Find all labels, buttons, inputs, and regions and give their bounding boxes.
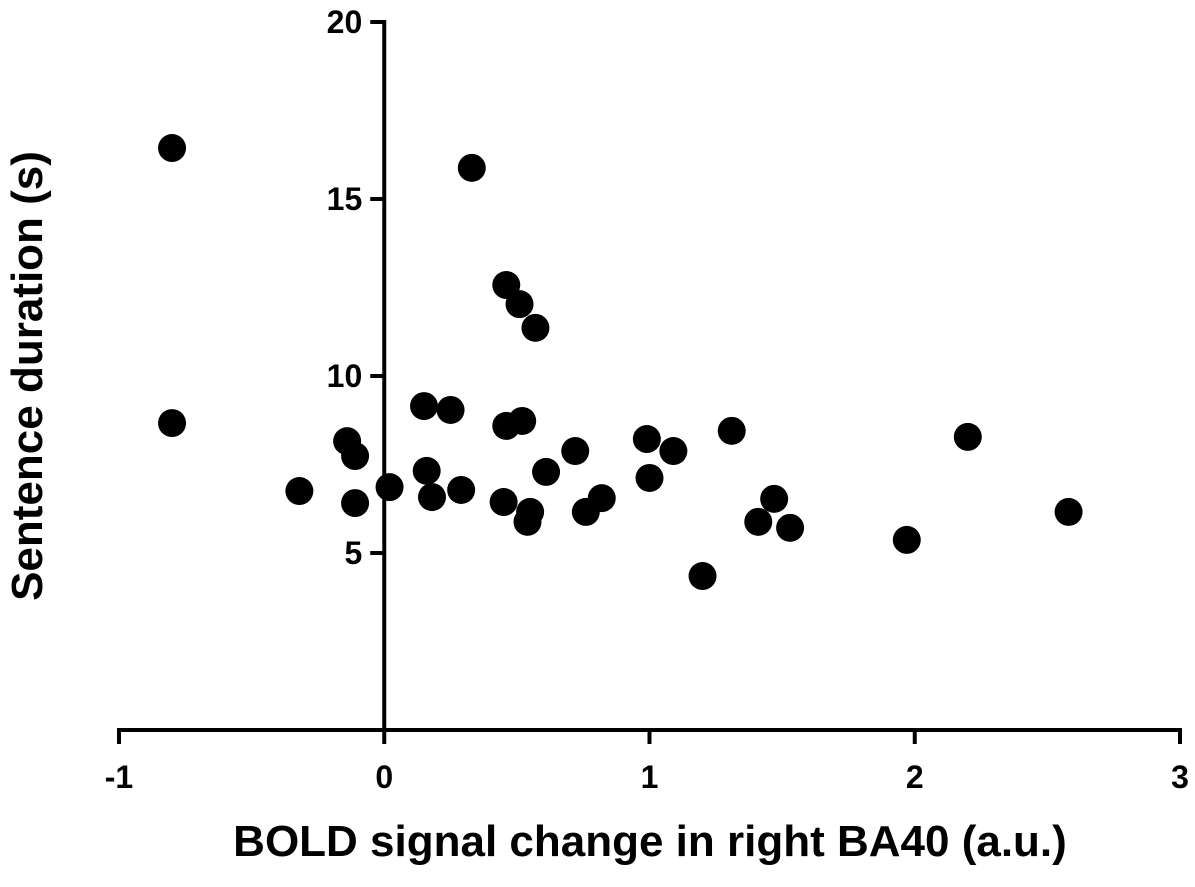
point [635, 463, 664, 492]
x-tick-label: -1 [105, 759, 133, 795]
y-tick-label: 5 [344, 535, 362, 571]
point [587, 484, 616, 513]
point [489, 488, 518, 517]
point [953, 422, 982, 451]
point [341, 489, 370, 518]
y-tick-label: 10 [327, 358, 363, 394]
y-tick-label: 15 [327, 181, 363, 217]
x-tick-label: 1 [641, 759, 659, 795]
y-tick-label: 20 [327, 4, 363, 40]
point [513, 507, 542, 536]
x-tick-label: 0 [375, 759, 393, 795]
point [561, 437, 590, 466]
point [375, 473, 404, 502]
x-tick-label: 2 [906, 759, 924, 795]
point [717, 416, 746, 445]
point [659, 437, 688, 466]
point [688, 562, 717, 591]
y-axis-title: Sentence duration (s) [3, 151, 52, 601]
point [417, 483, 446, 512]
point [447, 475, 476, 504]
point [508, 406, 537, 435]
point [436, 395, 465, 424]
point [760, 484, 789, 513]
point [521, 313, 550, 342]
point [892, 525, 921, 554]
point [532, 457, 561, 486]
point [505, 290, 534, 319]
point [632, 425, 661, 454]
point [776, 513, 805, 542]
x-tick-label: 3 [1171, 759, 1189, 795]
point [457, 153, 486, 182]
point [158, 134, 187, 163]
point [285, 477, 314, 506]
point [1054, 497, 1083, 526]
point [744, 507, 773, 536]
point [341, 442, 370, 471]
x-axis-title: BOLD signal change in right BA40 (a.u.) [233, 817, 1067, 866]
point [412, 456, 441, 485]
point [410, 392, 439, 421]
point [158, 409, 187, 438]
